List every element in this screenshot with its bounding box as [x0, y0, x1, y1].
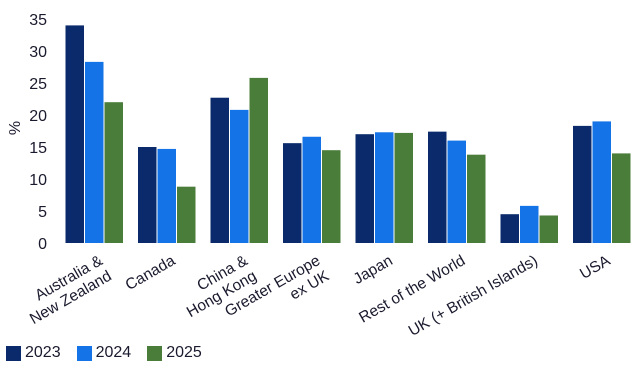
bar-2024: [85, 61, 104, 243]
y-axis-label: %: [7, 121, 24, 135]
legend-swatch-2024: [76, 345, 92, 361]
y-tick-label: 0: [38, 236, 47, 253]
legend-label-2024: 2024: [95, 344, 132, 361]
legend-item-2025: 2025: [147, 344, 202, 362]
y-tick-label: 30: [29, 44, 47, 61]
bar-2023: [138, 147, 157, 243]
x-category-label: UK (+ British Islands): [406, 252, 541, 340]
bar-2024: [302, 136, 321, 243]
legend: 2023 2024 2025: [6, 344, 202, 362]
bar-2023: [283, 143, 302, 243]
bar-2025: [322, 150, 341, 243]
y-tick-label: 10: [29, 172, 47, 189]
bar-2025: [394, 132, 413, 243]
legend-label-2023: 2023: [25, 344, 61, 361]
legend-item-2024: 2024: [76, 344, 132, 362]
x-category-label: China &Hong Kong: [175, 252, 260, 321]
y-tick-label: 15: [29, 140, 47, 157]
bar-2024: [592, 121, 611, 243]
x-category-label: USA: [577, 252, 614, 283]
x-category-label: Canada: [123, 252, 179, 294]
y-tick-label: 20: [29, 108, 47, 125]
legend-label-2025: 2025: [166, 344, 202, 361]
y-tick-label: 5: [38, 204, 47, 221]
x-category-label: Japan: [351, 252, 396, 288]
bar-2024: [375, 132, 394, 243]
bar-2023: [573, 125, 592, 243]
y-axis-ticks: 0 5 10 15 20 25 30 35: [29, 12, 47, 253]
legend-item-2023: 2023: [6, 344, 61, 362]
bar-2024: [157, 148, 176, 243]
bar-2023: [428, 131, 447, 243]
bar-2024: [230, 109, 249, 243]
y-tick-label: 25: [29, 76, 47, 93]
bar-series: [65, 25, 631, 244]
bar-2025: [177, 186, 196, 243]
x-category-label: Australia &New Zealand: [18, 252, 115, 328]
bar-2023: [65, 25, 84, 244]
bar-2025: [104, 102, 123, 243]
legend-swatch-2023: [6, 345, 21, 361]
x-axis-category-labels: Australia &New Zealand Canada China &Hong …: [18, 252, 614, 340]
y-tick-label: 35: [29, 12, 47, 29]
bar-2025: [249, 77, 268, 243]
legend-swatch-2025: [147, 345, 163, 361]
bar-2025: [612, 153, 631, 243]
bar-2025: [539, 215, 558, 243]
bar-2024: [520, 205, 539, 243]
bar-2023: [355, 134, 374, 243]
bar-2025: [467, 154, 486, 243]
bar-2024: [447, 140, 466, 243]
bar-2023: [500, 214, 519, 243]
bar-2023: [210, 97, 229, 243]
